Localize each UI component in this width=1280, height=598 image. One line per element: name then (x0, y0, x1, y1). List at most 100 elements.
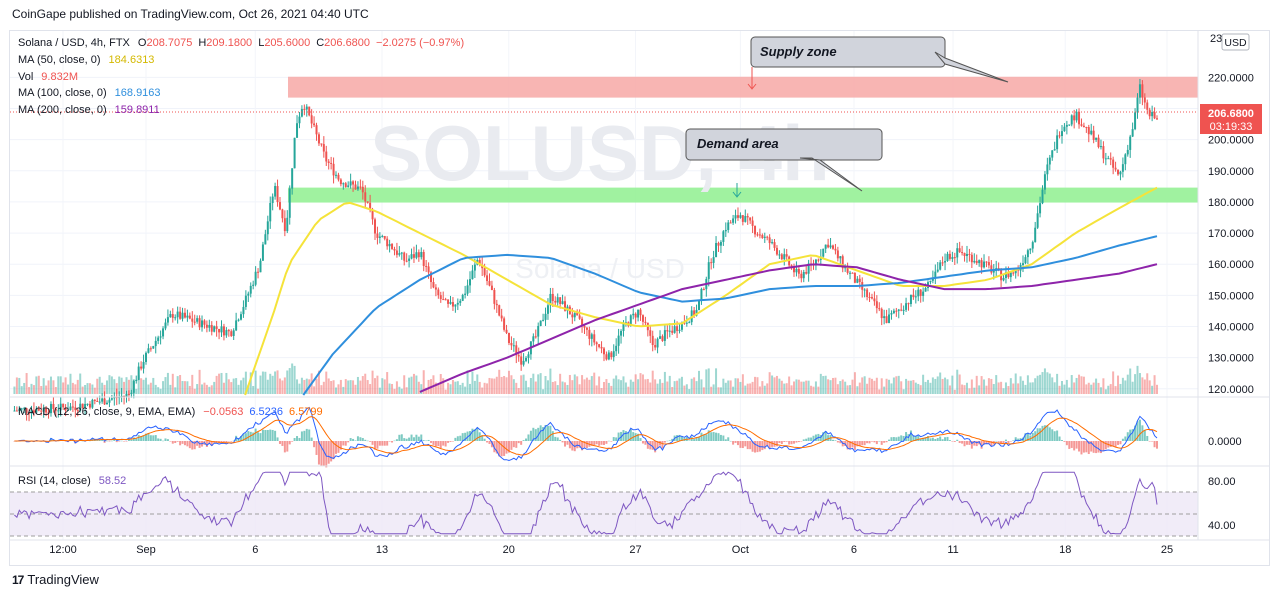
macd-histogram-bar (741, 441, 744, 449)
volume-bar (415, 375, 418, 394)
candle-body (364, 192, 367, 202)
candle-body (47, 412, 50, 414)
candle-body (144, 352, 147, 362)
volume-bar (990, 378, 993, 394)
candle-body (305, 106, 308, 110)
currency-badge[interactable]: 230 USD (1210, 33, 1250, 51)
macd-histogram-bar (700, 432, 703, 441)
macd-histogram-bar (425, 440, 428, 442)
macd-histogram-bar (629, 428, 632, 441)
rsi-label: RSI (14, close) (18, 475, 91, 487)
candles (13, 78, 1158, 422)
macd-histogram-bar (1007, 441, 1010, 443)
candle-body (717, 243, 720, 246)
macd-histogram-bar (559, 439, 562, 441)
candle-body (1092, 130, 1095, 140)
macd-histogram-bar (1063, 441, 1066, 442)
macd-histogram-bar (317, 441, 320, 465)
candle-body (35, 408, 38, 413)
macd-histogram-bar (196, 441, 199, 446)
time-tick-label: 13 (376, 544, 388, 556)
volume-bar (1034, 378, 1037, 394)
macd-histogram-bar (481, 435, 484, 441)
macd-histogram-bar (510, 441, 513, 450)
macd-histogram-bar (880, 441, 883, 445)
candle-body (739, 215, 742, 218)
time-tick-label: 25 (1161, 544, 1173, 556)
volume-bar (286, 370, 289, 394)
macd-histogram-bar (193, 441, 196, 450)
candle-body (493, 290, 496, 304)
macd-histogram-bar (383, 441, 386, 446)
volume-bar (968, 388, 971, 394)
macd-histogram-bar (320, 441, 323, 466)
candle-body (1121, 164, 1124, 172)
volume-bar (1109, 384, 1112, 394)
supply-zone-callout[interactable]: Supply zone (747, 36, 1009, 90)
macd-histogram-bar (1143, 429, 1146, 441)
price-tick-label: 190.0000 (1208, 166, 1254, 178)
legend-ma100[interactable]: MA (100, close, 0) 168.9163 (18, 87, 161, 99)
legend-macd[interactable]: MACD (12, 26, close, 9, EMA, EMA) −0.0563… (18, 406, 323, 418)
macd-histogram-bar (488, 441, 491, 444)
legend-vol[interactable]: Vol 9.832M (18, 71, 78, 83)
macd-histogram-bar (191, 441, 194, 450)
candle-body (215, 326, 218, 329)
candle-body (722, 231, 725, 242)
candle-body (727, 222, 730, 230)
candle-body (244, 295, 247, 307)
macd-histogram-bar (895, 437, 898, 441)
volume-bar (644, 379, 647, 394)
legend-main[interactable]: Solana / USD, 4h, FTX O208.7075 H209.1800 L… (18, 37, 464, 49)
candle-body (469, 279, 471, 286)
macd-histogram-bar (527, 434, 530, 441)
macd-histogram-bar (1156, 441, 1158, 449)
candle-body (154, 340, 157, 347)
volume-bar (23, 382, 26, 394)
candle-body (1014, 269, 1017, 274)
macd-histogram-bar (439, 441, 442, 449)
macd-histogram-bar (732, 441, 735, 445)
macd-histogram-bar (376, 441, 379, 449)
macd-histogram-bar (831, 439, 834, 441)
price-tick-label: 120.0000 (1208, 384, 1254, 396)
demand-area-callout[interactable]: Demand area (685, 128, 883, 198)
candle-body (361, 186, 364, 193)
candle-body (680, 322, 683, 330)
volume-bar (909, 380, 912, 394)
macd-histogram-bar (512, 441, 515, 448)
tradingview-brand: TradingView (27, 572, 99, 587)
volume-bar (819, 373, 822, 394)
candle-body (369, 202, 372, 211)
candle-body (483, 268, 486, 276)
macd-histogram-bar (1104, 441, 1107, 450)
volume-bar (817, 386, 820, 394)
vol-label: Vol (18, 71, 33, 83)
macd-histogram-bar (632, 432, 635, 441)
tradingview-logo[interactable]: 17 TradingView (12, 572, 99, 587)
macd-histogram-bar (663, 441, 666, 443)
volume-bar (464, 386, 467, 394)
macd-histogram-bar (1146, 435, 1149, 441)
candle-body (213, 326, 216, 332)
volume-bar (934, 378, 937, 394)
candle-body (715, 243, 718, 258)
time-axis: 12:00 Sep 6 13 20 27 Oct 6 11 18 25 (49, 544, 1173, 556)
volume-bar (544, 376, 547, 394)
volume-bar (183, 381, 186, 394)
legend-rsi[interactable]: RSI (14, close) 58.52 (18, 475, 126, 487)
volume-bar (788, 376, 791, 394)
volume-bar (317, 370, 320, 394)
time-tick-label: 20 (503, 544, 515, 556)
legend-ma200[interactable]: MA (200, close, 0) 159.8911 (18, 104, 160, 116)
candle-body (101, 398, 104, 402)
macd-histogram-bar (271, 429, 274, 441)
candle-body (13, 410, 16, 412)
volume-bar (81, 386, 84, 394)
legend-ma50[interactable]: MA (50, close, 0) 184.6313 (18, 54, 154, 66)
macd-histogram-bar (81, 440, 84, 442)
volume-bar (515, 382, 518, 394)
volume-bar (578, 384, 581, 394)
volume-bar (298, 383, 301, 394)
